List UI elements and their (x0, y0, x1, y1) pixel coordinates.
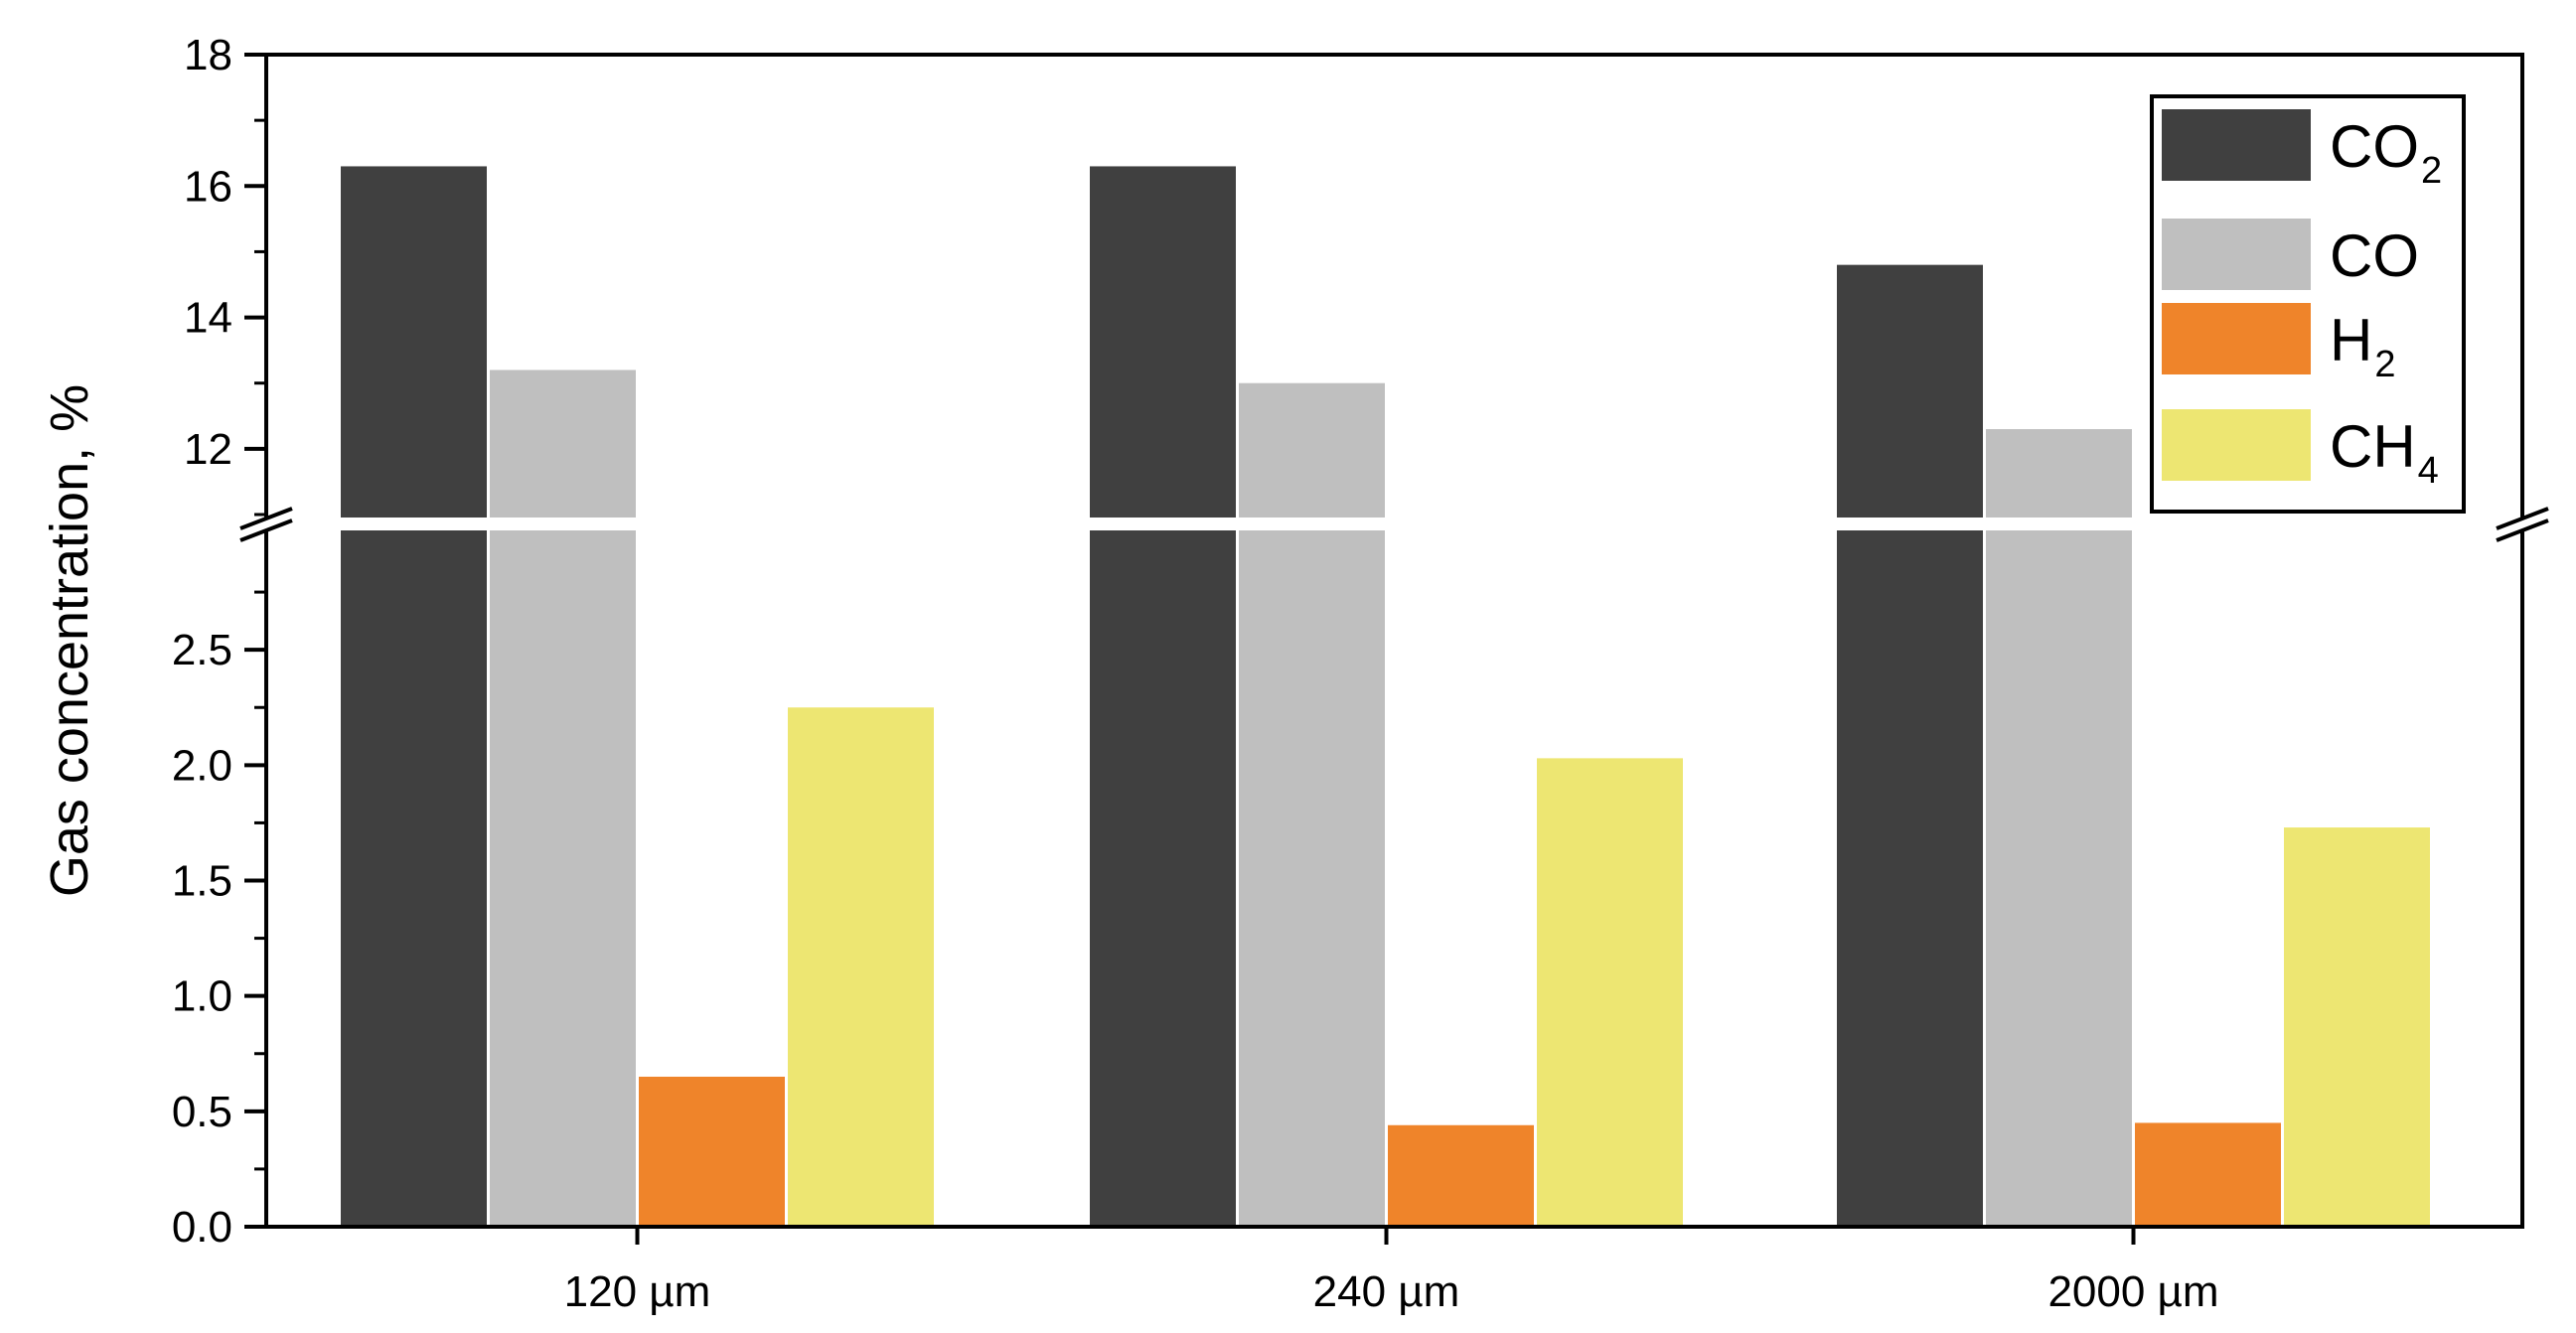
bar-co2-2 (1837, 264, 1983, 1228)
legend-swatch (2162, 303, 2311, 374)
bar-co-0 (490, 370, 636, 1227)
bar-co-2 (1986, 429, 2132, 1227)
y-tick-label: 2.5 (172, 626, 232, 674)
x-tick-label: 240 µm (1313, 1267, 1460, 1316)
y-tick-label: 0.0 (172, 1203, 232, 1252)
legend-swatch (2162, 109, 2311, 181)
bar-h2-1 (1388, 1124, 1534, 1227)
legend-label: CO (2330, 222, 2419, 289)
axis-break-layer (239, 507, 2549, 542)
axis-break-gap (260, 518, 2535, 530)
axis-break-slash (2496, 518, 2549, 542)
y-tick-label: 2.0 (172, 741, 232, 790)
y-tick-label: 14 (184, 294, 232, 343)
bar-co-1 (1239, 382, 1385, 1227)
bars-layer (341, 166, 2430, 1228)
legend-swatch (2162, 219, 2311, 290)
x-tick-label: 120 µm (564, 1267, 711, 1316)
legend-swatch (2162, 409, 2311, 481)
bar-h2-2 (2135, 1122, 2281, 1227)
y-tick-label: 12 (184, 425, 232, 474)
bar-ch4-0 (788, 707, 934, 1227)
y-axis-ticks: 0.0 0.5 1.0 1.5 2.0 2.5 12 14 16 18 (172, 31, 266, 1252)
x-axis-ticks: 120 µm 240 µm 2000 µm (564, 1227, 2219, 1316)
bar-h2-0 (639, 1076, 785, 1227)
y-tick-label: 1.0 (172, 972, 232, 1021)
axis-break-slash (2496, 507, 2549, 530)
bar-co2-1 (1090, 166, 1236, 1227)
y-tick-label: 16 (184, 162, 232, 211)
bar-co2-0 (341, 166, 487, 1227)
y-tick-label: 1.5 (172, 857, 232, 906)
y-tick-label: 18 (184, 31, 232, 79)
y-tick-label: 0.5 (172, 1088, 232, 1136)
plot-frame (264, 53, 2524, 1229)
axis-break-slash (239, 518, 293, 542)
axis-break-slash (239, 507, 293, 530)
y-axis-title: Gas concentration, % (40, 384, 99, 897)
bar-ch4-2 (2284, 827, 2430, 1227)
x-tick-label: 2000 µm (2047, 1267, 2218, 1316)
bar-ch4-1 (1537, 758, 1683, 1227)
